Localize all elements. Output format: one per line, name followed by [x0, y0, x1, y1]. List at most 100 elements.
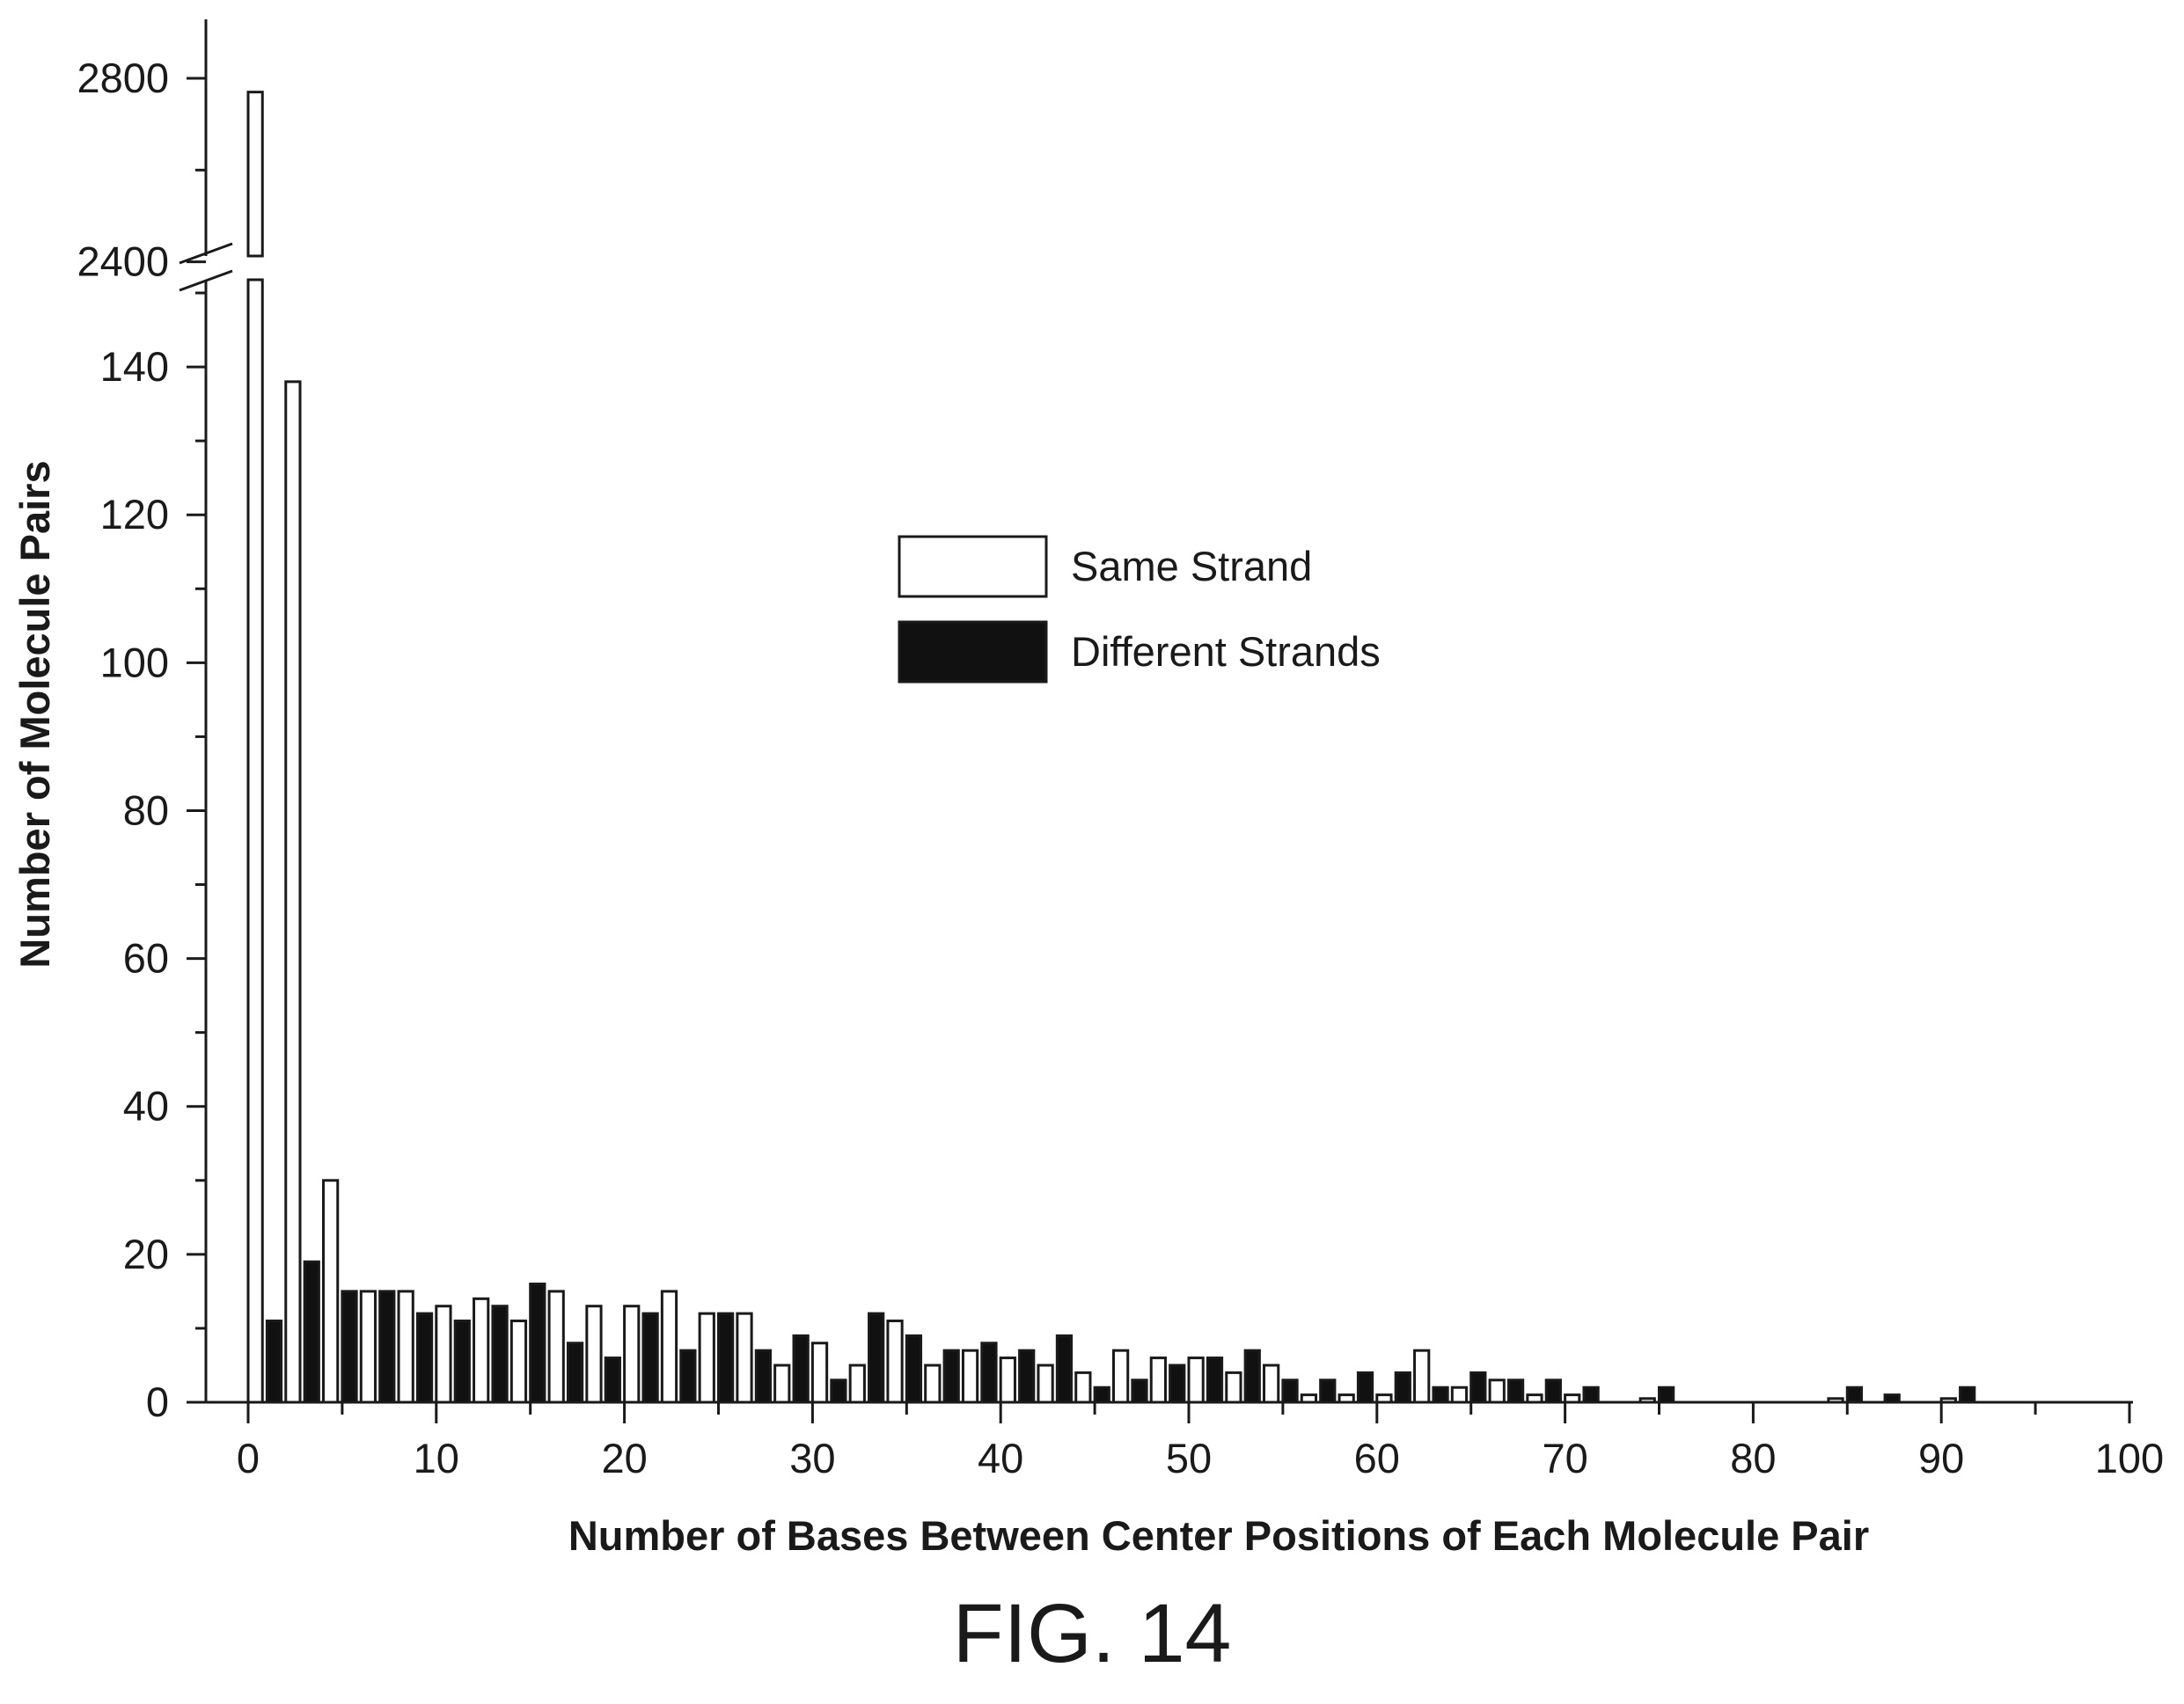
same-bar [698, 1312, 715, 1404]
x-tick-label: 20 [601, 1435, 647, 1481]
same-bar [886, 1320, 904, 1404]
different-bar [717, 1312, 735, 1404]
y-tick-label: 20 [123, 1231, 169, 1277]
y-tick-label: 0 [146, 1379, 169, 1425]
same-bar [1638, 1397, 1656, 1404]
same-bar [473, 1297, 490, 1404]
different-bar [1356, 1371, 1374, 1404]
same-bar [1564, 1393, 1581, 1404]
same-bar [736, 1312, 753, 1404]
different-bar [641, 1312, 659, 1404]
different-bar [491, 1305, 509, 1404]
same-bar [1187, 1357, 1205, 1404]
same-bar [1413, 1349, 1431, 1404]
x-tick-label: 30 [789, 1435, 835, 1481]
y-tick-label: 140 [100, 343, 169, 390]
different-bar [1394, 1371, 1411, 1404]
same-bar [547, 1290, 565, 1404]
different-bar [868, 1312, 885, 1404]
same-bar [1263, 1364, 1280, 1404]
same-bar [585, 1305, 603, 1404]
x-tick-label: 60 [1354, 1435, 1400, 1481]
different-bar [566, 1342, 584, 1404]
same-bar [1939, 1397, 1957, 1404]
same-bar [848, 1364, 866, 1404]
different-bar [905, 1334, 923, 1404]
different-bar [378, 1290, 396, 1404]
same-bar [1338, 1393, 1355, 1404]
different-bar [792, 1334, 810, 1404]
different-bar [265, 1320, 283, 1404]
axis-break-mark-top [179, 242, 233, 265]
same-bar [322, 1179, 340, 1404]
y-axis-title: Number of Molecule Pairs [11, 460, 58, 968]
same-bar [1375, 1393, 1393, 1404]
different-bar [1055, 1334, 1074, 1404]
legend-swatch-same [898, 535, 1048, 598]
same-bar [773, 1364, 791, 1404]
different-bar [942, 1349, 960, 1404]
different-bar [1845, 1386, 1864, 1404]
x-tick-label: 90 [1918, 1435, 1964, 1481]
same-bar [924, 1364, 942, 1404]
y-tick-label: 120 [100, 491, 169, 538]
same-bar [1074, 1371, 1092, 1404]
different-bar [415, 1312, 434, 1404]
different-bar [529, 1282, 546, 1404]
same-bar [397, 1290, 414, 1404]
same-bar [660, 1290, 678, 1404]
different-bar [341, 1290, 358, 1404]
same-bar [1149, 1357, 1167, 1404]
same-bar [284, 380, 302, 1404]
same-bar [1111, 1349, 1130, 1404]
y-tick-label: 40 [123, 1083, 169, 1130]
same-bar [1526, 1393, 1543, 1404]
same-bar [1488, 1379, 1506, 1404]
different-bar [1206, 1357, 1224, 1404]
same-bar [1225, 1371, 1242, 1404]
x-axis-title: Number of Bases Between Center Positions… [568, 1512, 1869, 1559]
different-bar [980, 1342, 998, 1404]
same-bar [999, 1357, 1016, 1404]
different-bar [1959, 1386, 1976, 1404]
same-bar [810, 1342, 829, 1404]
same-bar [359, 1290, 377, 1404]
x-tick-label: 10 [414, 1435, 459, 1481]
bars-group [246, 91, 1976, 1404]
different-bar [1658, 1386, 1675, 1404]
axis-break-mark-bottom [179, 269, 233, 292]
y-tick-label: 100 [100, 639, 169, 685]
different-bar [1243, 1349, 1261, 1404]
different-bar [754, 1349, 773, 1404]
same-bar [961, 1349, 979, 1404]
different-bar [830, 1379, 847, 1404]
different-bar [1018, 1349, 1036, 1404]
x-tick-label: 70 [1542, 1435, 1587, 1481]
x-tick-label: 50 [1166, 1435, 1212, 1481]
x-tick-label: 100 [2095, 1435, 2164, 1481]
different-bar [1544, 1379, 1562, 1404]
different-bar [1131, 1379, 1148, 1404]
different-bar [604, 1357, 621, 1404]
different-bar [1432, 1386, 1449, 1404]
same-bar [246, 278, 264, 1404]
different-bar [303, 1260, 320, 1404]
y-tick-label: 60 [123, 935, 169, 982]
same-bar [435, 1305, 452, 1404]
legend-swatch-different [898, 620, 1048, 684]
different-bar [1281, 1379, 1299, 1404]
same-bar [623, 1305, 641, 1404]
x-tick-label: 80 [1730, 1435, 1776, 1481]
same-bar-upper-segment [246, 91, 264, 258]
legend-label-same: Same Strand [1071, 543, 1312, 589]
legend: Same Strand Different Strands [898, 535, 1381, 684]
legend-label-different: Different Strands [1071, 628, 1381, 675]
different-bar [679, 1349, 697, 1404]
y-tick-label: 2800 [77, 55, 169, 101]
different-bar [1883, 1393, 1901, 1404]
x-tick-label: 40 [978, 1435, 1023, 1481]
figure-caption: FIG. 14 [952, 1587, 1232, 1680]
axes-group [179, 19, 2133, 1423]
different-bar [1582, 1386, 1600, 1404]
